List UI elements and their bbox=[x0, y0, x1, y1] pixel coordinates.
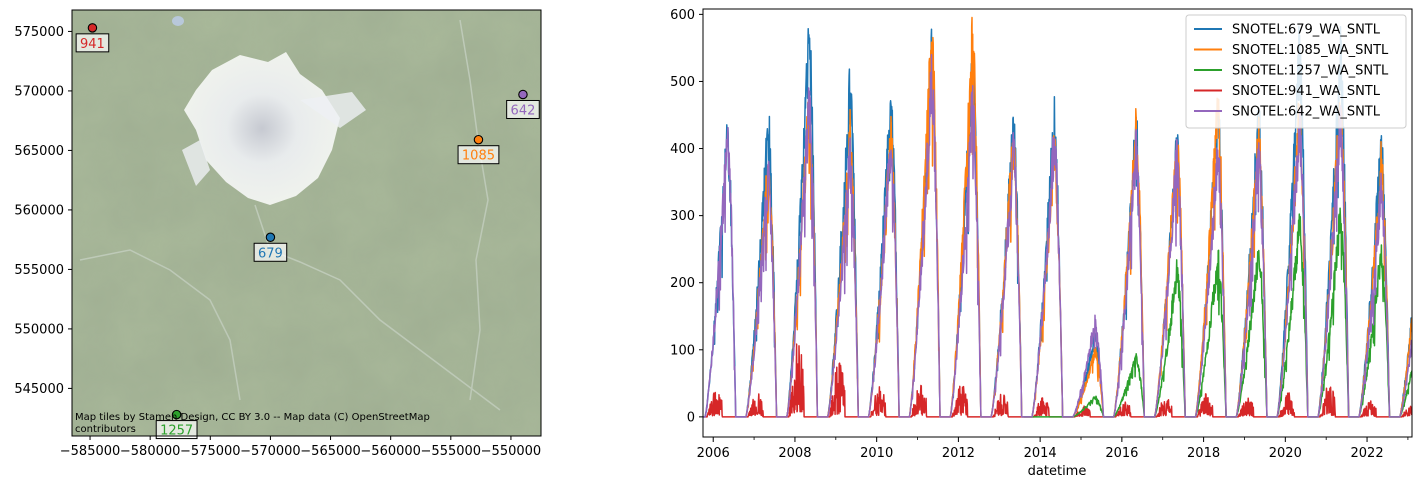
station-label-642: 642 bbox=[511, 103, 536, 118]
station-marker-679 bbox=[265, 232, 276, 243]
timeseries-y-tick-label: 500 bbox=[670, 75, 695, 90]
legend-label-2: SNOTEL:1257_WA_SNTL bbox=[1232, 64, 1389, 79]
legend-label-3: SNOTEL:941_WA_SNTL bbox=[1232, 84, 1381, 99]
map-x-tick-label: −570000 bbox=[240, 444, 301, 459]
station-marker-642 bbox=[518, 89, 528, 100]
map-points: 679 1085 941 642 bbox=[75, 23, 540, 420]
timeseries-x-tick-label: 2014 bbox=[1024, 446, 1057, 461]
station-label-box-642 bbox=[506, 99, 540, 119]
station-marker-1085 bbox=[473, 134, 484, 145]
legend-label-0: SNOTEL:679_WA_SNTL bbox=[1232, 23, 1381, 38]
timeseries-axes-frame bbox=[702, 8, 1413, 438]
timeseries-lines bbox=[703, 16, 1412, 418]
timeseries-x-tick-label: 2010 bbox=[860, 446, 893, 461]
map-x-tick-label: −560000 bbox=[360, 444, 421, 459]
map-y-tick-label: 565000 bbox=[14, 144, 64, 159]
map-y-axis: 545000 550000 555000 560000 565000 570000 5750… bbox=[14, 25, 72, 397]
timeseries-y-tick-label: 100 bbox=[670, 343, 695, 358]
timeseries-x-tick-label: 2008 bbox=[778, 446, 811, 461]
timeseries-x-tick-label: 2018 bbox=[1187, 446, 1220, 461]
map-y-tick-label: 545000 bbox=[14, 382, 64, 397]
map-terrain-shading bbox=[72, 10, 541, 436]
station-label-box-679 bbox=[253, 242, 288, 262]
station-label-box-1085 bbox=[457, 145, 500, 165]
map-attribution-line-1: Map tiles by Stamen Design, CC BY 3.0 --… bbox=[75, 412, 430, 423]
timeseries-y-tick-label: 300 bbox=[670, 209, 695, 224]
map-x-axis: −585000 −580000 −575000 −570000 −565000 −5600… bbox=[60, 436, 541, 459]
timeseries-legend: SNOTEL:679_WA_SNTL SNOTEL:1085_WA_SNTL SNO… bbox=[1185, 14, 1407, 129]
map-x-tick-label: −575000 bbox=[180, 444, 241, 459]
timeseries-x-tick-label: 2006 bbox=[697, 446, 730, 461]
timeseries-x-tick-label: 2022 bbox=[1351, 446, 1384, 461]
map-x-tick-label: −565000 bbox=[300, 444, 361, 459]
map-y-tick-label: 555000 bbox=[14, 263, 64, 278]
legend-frame bbox=[1185, 14, 1407, 129]
legend-label-4: SNOTEL:642_WA_SNTL bbox=[1232, 105, 1381, 120]
station-marker-1257 bbox=[171, 409, 182, 420]
station-label-box-1257 bbox=[155, 420, 198, 440]
timeseries-y-tick-label: 400 bbox=[670, 142, 695, 157]
map-glacier bbox=[182, 52, 366, 205]
station-label-941: 941 bbox=[80, 37, 105, 52]
map-lake bbox=[172, 16, 184, 26]
map-x-tick-label: −555000 bbox=[421, 444, 482, 459]
map-outside-labels: 1257 bbox=[155, 420, 198, 440]
timeseries-x-axis: 2006 2008 2010 2012 2014 2016 2018 2020 2022 bbox=[697, 437, 1409, 461]
map-panel: 679 1085 941 642 Map tiles by Stamen Design… bbox=[14, 9, 542, 459]
map-x-tick-label: −585000 bbox=[60, 444, 121, 459]
legend-label-1: SNOTEL:1085_WA_SNTL bbox=[1232, 43, 1389, 58]
timeseries-y-axis: 0 100 200 300 400 500 600 bbox=[670, 8, 703, 425]
map-attribution-line-2: contributors bbox=[75, 424, 136, 435]
map-y-tick-label: 575000 bbox=[14, 25, 64, 40]
map-x-tick-label: −550000 bbox=[481, 444, 542, 459]
timeseries-x-tick-label: 2020 bbox=[1269, 446, 1302, 461]
timeseries-y-tick-label: 0 bbox=[687, 410, 695, 425]
timeseries-panel: 2006 2008 2010 2012 2014 2016 2018 2020 2022 0 10… bbox=[670, 8, 1413, 479]
map-axes-frame bbox=[71, 9, 542, 437]
series-line-snotel-642-wa-sntl bbox=[703, 53, 1412, 418]
map-y-tick-label: 550000 bbox=[14, 322, 64, 337]
station-label-1085: 1085 bbox=[462, 149, 495, 164]
timeseries-x-tick-label: 2012 bbox=[942, 446, 975, 461]
timeseries-y-tick-label: 200 bbox=[670, 276, 695, 291]
timeseries-x-axis-label: datetime bbox=[1028, 464, 1087, 479]
station-label-box-941 bbox=[75, 33, 110, 53]
station-label-1257: 1257 bbox=[160, 424, 193, 439]
map-x-tick-label: −580000 bbox=[120, 444, 181, 459]
timeseries-y-tick-label: 600 bbox=[670, 8, 695, 23]
station-label-679: 679 bbox=[258, 246, 283, 261]
map-y-tick-label: 560000 bbox=[14, 203, 64, 218]
map-y-tick-label: 570000 bbox=[14, 84, 64, 99]
station-marker-941 bbox=[87, 23, 98, 33]
timeseries-x-tick-label: 2016 bbox=[1105, 446, 1138, 461]
